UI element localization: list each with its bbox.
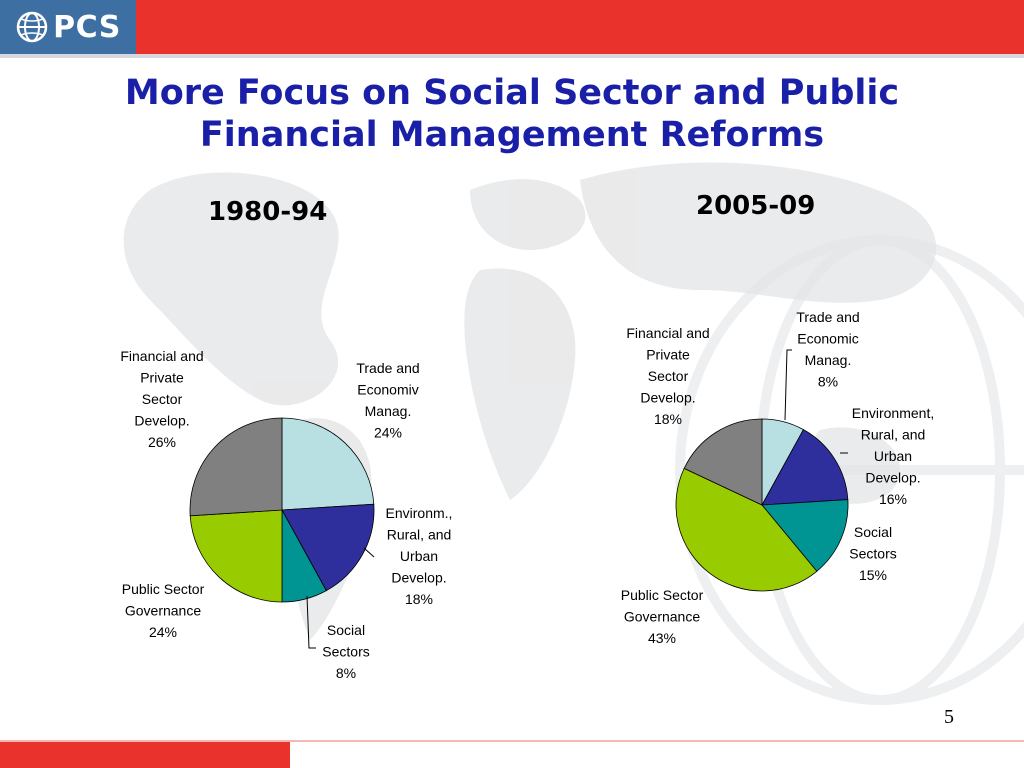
pcs-logo: PCS xyxy=(0,0,136,54)
pie-label-environment: Environment, Rural, and Urban Develop. 16% xyxy=(852,405,934,507)
pie-label-trade: Trade and Economic Manag. 8% xyxy=(796,309,859,390)
footer-line xyxy=(0,740,1024,742)
pie-slice-financial xyxy=(189,417,283,517)
pie-slice-financial xyxy=(683,418,763,506)
globe-icon xyxy=(16,11,48,43)
pie-label-public: Public Sector Governance 43% xyxy=(621,587,704,646)
page-number: 5 xyxy=(944,706,954,728)
logo-text: PCS xyxy=(53,9,121,45)
pie-label-environment: Environm., Rural, and Urban Develop. 18% xyxy=(386,505,453,607)
pie-label-social: Social Sectors 15% xyxy=(849,524,896,583)
pie-slice-social xyxy=(761,499,849,572)
pie-label-social: Social Sectors 8% xyxy=(322,622,369,681)
pie-label-financial: Financial and Private Sector Develop. 26% xyxy=(120,348,203,450)
pie-label-trade: Trade and Economiv Manag. 24% xyxy=(356,360,419,441)
header-divider xyxy=(0,54,1024,58)
leader-line-trade xyxy=(784,349,792,421)
slide-title: More Focus on Social Sector and Public F… xyxy=(0,72,1024,156)
leader-line-environment xyxy=(363,547,375,558)
pie-slice-trade xyxy=(281,417,375,511)
pie-chart-2005-09: Trade and Economic Manag. 8% Environment, Rur… xyxy=(621,309,934,646)
pie-slice-environment xyxy=(761,429,849,506)
pie-chart-1980-94: Trade and Economiv Manag. 24% Environm., Rura… xyxy=(120,348,452,681)
header-bar xyxy=(0,0,1024,54)
pie-label-financial: Financial and Private Sector Develop. 18% xyxy=(626,325,709,427)
chart-title-1980-94: 1980-94 xyxy=(208,197,328,227)
slide-title-line-1: More Focus on Social Sector and Public xyxy=(124,73,900,113)
pie-label-public: Public Sector Governance 24% xyxy=(122,581,205,640)
pie-slice-environment xyxy=(281,503,375,592)
slide-title-line-2: Financial Management Reforms xyxy=(199,115,825,155)
leader-line-social xyxy=(306,595,316,649)
pie-slice-public xyxy=(675,467,818,592)
chart-title-2005-09: 2005-09 xyxy=(696,191,816,221)
footer-bar xyxy=(0,742,290,768)
pie-slice-public xyxy=(189,509,283,603)
